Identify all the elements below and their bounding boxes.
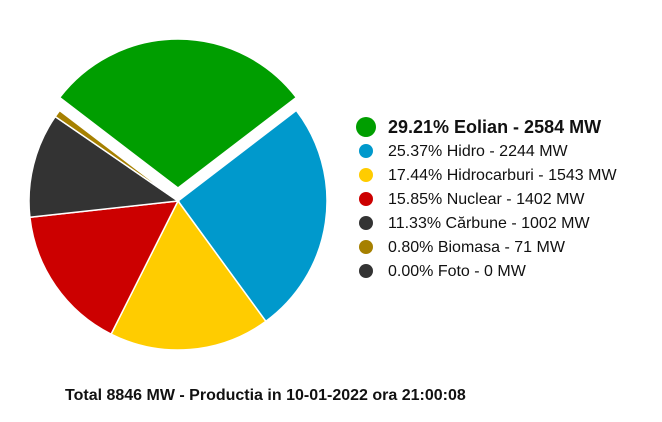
pie-slice	[29, 200, 180, 336]
legend-label: 25.37% Hidro - 2244 MW	[388, 143, 569, 160]
pie-slice	[110, 199, 267, 351]
legend-marker	[359, 168, 373, 182]
legend-marker	[359, 216, 373, 230]
pie-slice	[28, 115, 181, 219]
legend-label: 0.80% Biomasa - 71 MW	[388, 239, 566, 256]
legend-label: 29.21% Eolian - 2584 MW	[388, 117, 601, 137]
legend-marker	[356, 117, 376, 137]
pie-slice	[58, 38, 298, 189]
footer: Total 8846 MW - Productia in 10-01-2022 …	[65, 387, 466, 404]
pie-slice	[176, 109, 328, 323]
legend-marker	[359, 192, 373, 206]
legend-marker	[359, 240, 373, 254]
legend-label: 15.85% Nuclear - 1402 MW	[388, 191, 585, 208]
legend-label: 0.00% Foto - 0 MW	[388, 263, 527, 280]
pie-slice	[54, 109, 179, 202]
legend-label: 17.44% Hidrocarburi - 1543 MW	[388, 167, 617, 184]
legend-marker	[359, 264, 373, 278]
legend-label: 11.33% Cărbune - 1002 MW	[388, 215, 590, 232]
legend-marker	[359, 144, 373, 158]
